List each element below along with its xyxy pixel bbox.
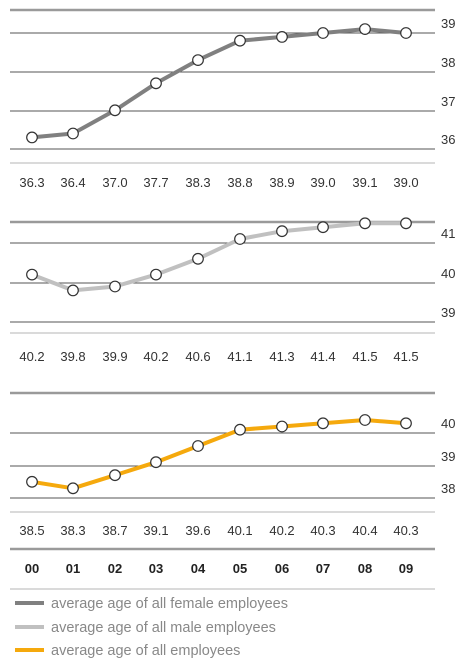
data-label: 38.3 (185, 175, 210, 190)
data-label: 40.2 (143, 349, 168, 364)
data-label: 40.1 (227, 523, 252, 538)
data-label: 38.9 (269, 175, 294, 190)
data-point (67, 284, 79, 297)
legend-item: average age of all female employees (15, 596, 288, 612)
data-label: 41.1 (227, 349, 252, 364)
x-axis-label: 01 (66, 561, 80, 576)
data-point (109, 280, 121, 293)
data-label: 38.8 (227, 175, 252, 190)
data-label: 39.1 (143, 523, 168, 538)
data-point (359, 23, 371, 35)
data-label: 37.7 (143, 175, 168, 190)
data-point (26, 131, 38, 144)
data-label: 41.3 (269, 349, 294, 364)
data-label: 39.9 (102, 349, 127, 364)
legend-item: average age of all employees (15, 643, 240, 659)
data-point (234, 423, 246, 436)
data-label: 40.6 (185, 349, 210, 364)
y-tick-label: 38 (441, 55, 455, 70)
data-point (400, 417, 412, 430)
data-point (150, 456, 162, 469)
data-label: 38.5 (19, 523, 44, 538)
x-axis-label: 02 (108, 561, 122, 576)
legend-label: average age of all employees (51, 643, 240, 659)
data-point (400, 27, 412, 39)
data-label: 41.5 (393, 349, 418, 364)
data-label: 41.4 (310, 349, 335, 364)
data-point (150, 268, 162, 281)
data-point (67, 127, 79, 140)
data-point (192, 252, 204, 265)
data-label: 38.7 (102, 523, 127, 538)
y-tick-label: 39 (441, 305, 455, 320)
data-point (26, 475, 38, 488)
data-label: 37.0 (102, 175, 127, 190)
data-label: 41.5 (352, 349, 377, 364)
data-point (276, 31, 288, 43)
series-line (30, 221, 408, 293)
data-point (359, 414, 371, 426)
y-tick-label: 37 (441, 94, 455, 109)
data-point (276, 225, 288, 238)
x-axis-label: 00 (25, 561, 39, 576)
y-tick-label: 36 (441, 132, 455, 147)
y-tick-label: 39 (441, 449, 455, 464)
y-tick-label: 40 (441, 266, 455, 281)
x-axis-label: 08 (358, 561, 372, 576)
data-point (317, 27, 329, 39)
data-label: 38.3 (60, 523, 85, 538)
data-point (317, 221, 329, 234)
data-point (234, 233, 246, 245)
data-point (192, 440, 204, 452)
legend-label: average age of all female employees (51, 596, 288, 612)
data-point (67, 482, 79, 495)
data-label: 36.4 (60, 175, 85, 190)
x-axis-label: 06 (275, 561, 289, 576)
data-label: 40.2 (269, 523, 294, 538)
data-point (150, 77, 162, 90)
data-label: 40.3 (310, 523, 335, 538)
data-label: 39.8 (60, 349, 85, 364)
data-point (192, 54, 204, 66)
x-axis-label: 03 (149, 561, 163, 576)
y-tick-label: 41 (441, 226, 455, 241)
x-axis-label: 09 (399, 561, 413, 576)
data-point (359, 217, 371, 230)
data-point (234, 34, 246, 47)
data-label: 39.1 (352, 175, 377, 190)
x-axis-label: 04 (191, 561, 206, 576)
data-point (109, 469, 121, 482)
legend: average age of all female employees avera… (15, 596, 288, 659)
data-point (400, 217, 412, 230)
data-point (317, 417, 329, 430)
series-line (30, 418, 408, 491)
series-line (30, 27, 408, 140)
x-axis-labels: 00 01 02 03 04 05 06 07 08 09 (10, 547, 435, 590)
data-label: 40.4 (352, 523, 377, 538)
data-point (276, 420, 288, 433)
data-label: 40.3 (393, 523, 418, 538)
data-label: 39.0 (310, 175, 335, 190)
y-tick-label: 39 (441, 16, 455, 31)
data-label: 39.0 (393, 175, 418, 190)
y-tick-label: 40 (441, 416, 455, 431)
data-label: 36.3 (19, 175, 44, 190)
data-point (26, 268, 38, 281)
chart-panel-3: 38 39 40 38.5 38.3 38.7 39.1 39.6 40.1 40.2 40.3 40… (10, 391, 455, 538)
x-axis-label: 07 (316, 561, 330, 576)
x-axis-label: 05 (233, 561, 247, 576)
data-label: 40.2 (19, 349, 44, 364)
chart-panel-1: 36 37 38 39 36.3 36.4 37.0 37.7 38.3 38.8 38.9 39.0… (10, 8, 455, 190)
y-tick-label: 38 (441, 481, 455, 496)
legend-label: average age of all male employees (51, 620, 276, 636)
chart-panel-2: 39 40 41 40.2 39.8 39.9 40.2 40.6 41.1 41.3 41.4 41… (10, 217, 455, 364)
legend-item: average age of all male employees (15, 620, 276, 636)
data-point (109, 104, 121, 117)
data-label: 39.6 (185, 523, 210, 538)
